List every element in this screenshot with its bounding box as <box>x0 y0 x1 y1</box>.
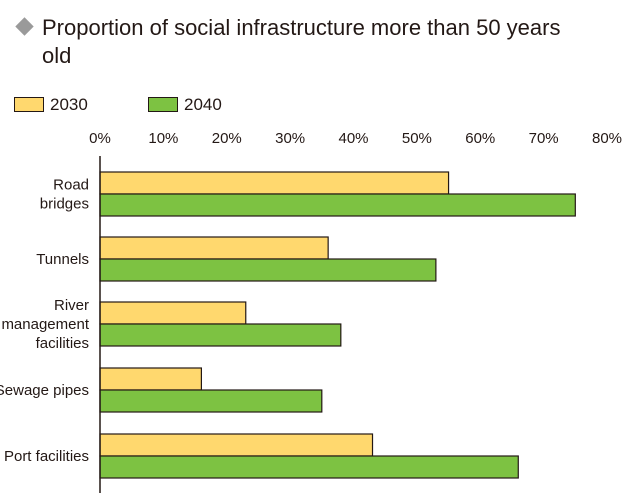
bar-2040 <box>99 193 576 217</box>
bar-2030 <box>99 236 329 260</box>
bar-2040 <box>99 258 437 282</box>
chart-title-row: Proportion of social infrastructure more… <box>14 14 614 70</box>
bar-2040 <box>99 389 323 413</box>
chart-title: Proportion of social infrastructure more… <box>42 15 561 68</box>
bar-2030 <box>99 301 247 325</box>
bar-2040 <box>99 323 342 347</box>
x-tick-label: 80% <box>592 130 622 147</box>
x-tick-label: 20% <box>212 130 242 147</box>
bar-2040 <box>99 455 519 479</box>
x-tick-label: 50% <box>402 130 432 147</box>
category-label: management <box>1 316 89 333</box>
x-tick-label: 10% <box>148 130 178 147</box>
x-tick-label: 30% <box>275 130 305 147</box>
category-label: bridges <box>40 196 89 213</box>
x-tick-label: 40% <box>338 130 368 147</box>
legend-label-2040: 2040 <box>184 95 222 114</box>
x-tick-label: 60% <box>465 130 495 147</box>
category-label: Road <box>53 177 89 194</box>
bar-2030 <box>99 367 203 391</box>
category-label: Sewage pipes <box>0 382 89 399</box>
x-tick-label: 0% <box>89 130 111 147</box>
legend-swatch-2030 <box>14 97 44 112</box>
bar-2030 <box>99 171 450 195</box>
x-tick-label: 70% <box>529 130 559 147</box>
category-label: Port facilities <box>4 448 89 465</box>
category-label: River <box>54 297 89 314</box>
legend-swatch-2040 <box>148 97 178 112</box>
legend-label-2030: 2030 <box>50 95 88 114</box>
category-label: Tunnels <box>36 251 89 268</box>
bar-2030 <box>99 433 374 457</box>
category-label: facilities <box>36 335 89 352</box>
